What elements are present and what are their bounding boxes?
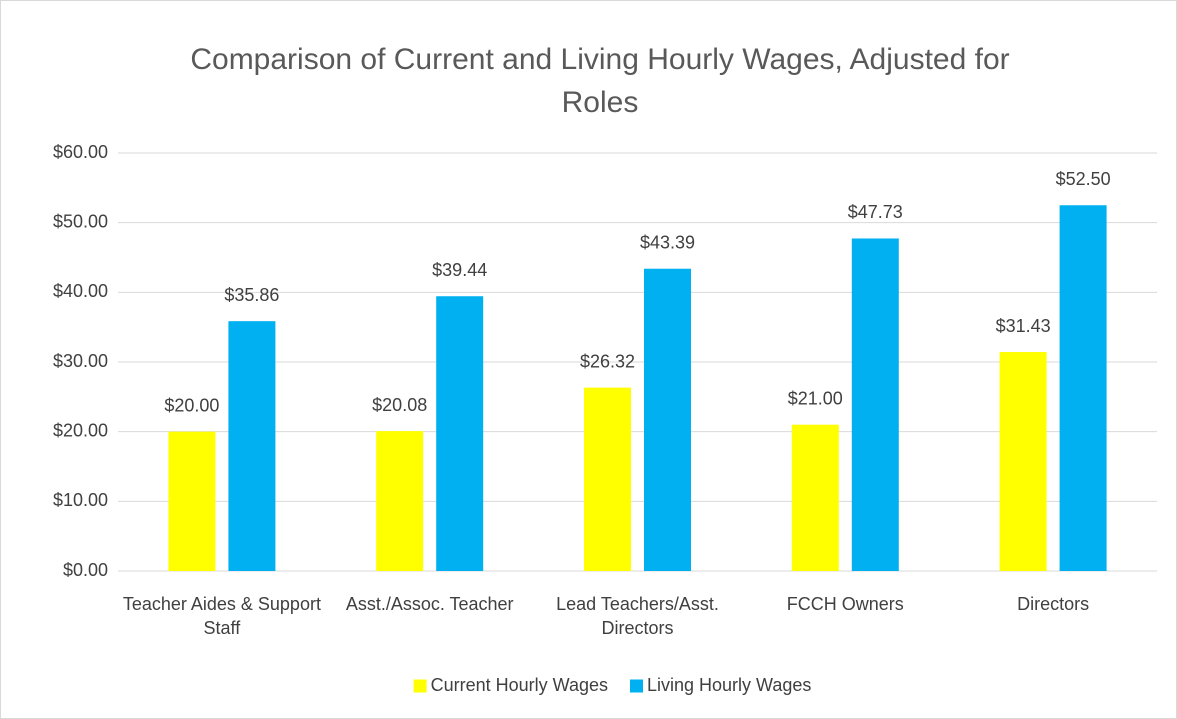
y-tick-label: $10.00	[53, 490, 108, 510]
legend-label: Current Hourly Wages	[431, 675, 608, 695]
data-label: $43.39	[640, 232, 695, 252]
data-label: $26.32	[580, 351, 635, 371]
data-label: $39.44	[432, 260, 487, 280]
data-label: $35.86	[224, 285, 279, 305]
legend-swatch	[629, 679, 643, 693]
data-label: $21.00	[788, 388, 843, 408]
y-tick-label: $0.00	[63, 560, 108, 580]
x-tick-label: Directors	[1017, 594, 1090, 614]
y-tick-label: $60.00	[53, 142, 108, 162]
data-label: $31.43	[996, 316, 1051, 336]
bar	[584, 387, 631, 571]
y-tick-label: $30.00	[53, 351, 108, 371]
bar	[168, 431, 216, 571]
bar	[791, 424, 839, 571]
bar	[851, 238, 899, 571]
x-tick-label: Teacher Aides & Support Staff	[122, 594, 321, 638]
legend-label: Living Hourly Wages	[647, 675, 811, 695]
y-tick-label: $20.00	[53, 420, 108, 440]
bar	[436, 296, 484, 571]
bar	[228, 321, 276, 571]
y-tick-label: $50.00	[53, 211, 108, 231]
legend-swatch	[413, 679, 427, 693]
x-tick-label: FCCH Owners	[786, 594, 904, 614]
bar	[644, 268, 691, 571]
bar	[376, 431, 424, 571]
data-label: $47.73	[848, 202, 903, 222]
bar	[1059, 205, 1107, 571]
data-label: $20.08	[372, 395, 427, 415]
bar	[999, 352, 1047, 571]
x-tick-label: Asst./Assoc. Teacher	[345, 594, 514, 614]
x-tick-label: Lead Teachers/Asst. Directors	[556, 594, 719, 638]
chart-title: Comparison of Current and Living Hourly …	[190, 43, 1010, 119]
data-label: $20.00	[164, 395, 219, 415]
y-tick-label: $40.00	[53, 281, 108, 301]
data-label: $52.50	[1056, 169, 1111, 189]
